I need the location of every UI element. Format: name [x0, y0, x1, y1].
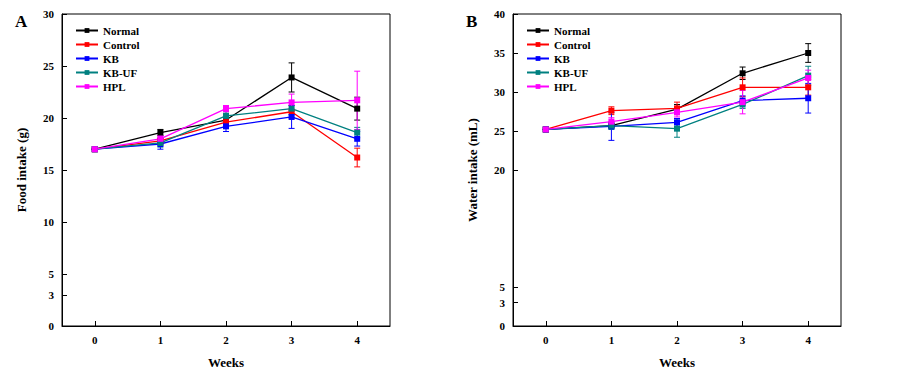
- svg-text:1: 1: [609, 334, 615, 346]
- svg-text:25: 25: [43, 60, 55, 72]
- svg-text:0: 0: [49, 320, 55, 332]
- svg-text:4: 4: [805, 334, 811, 346]
- svg-text:2: 2: [223, 334, 229, 346]
- svg-text:30: 30: [494, 86, 506, 98]
- svg-text:Weeks: Weeks: [208, 355, 244, 370]
- svg-text:Water intake (mL): Water intake (mL): [465, 118, 480, 222]
- svg-text:3: 3: [289, 334, 295, 346]
- svg-text:4: 4: [354, 334, 360, 346]
- svg-text:KB-UF: KB-UF: [554, 67, 589, 79]
- svg-text:Food intake (g): Food intake (g): [14, 128, 29, 213]
- svg-text:KB-UF: KB-UF: [103, 67, 138, 79]
- svg-text:0: 0: [543, 334, 549, 346]
- svg-text:2: 2: [674, 334, 680, 346]
- svg-text:A: A: [15, 12, 28, 31]
- svg-text:Control: Control: [554, 39, 590, 51]
- svg-text:20: 20: [494, 164, 506, 176]
- svg-text:Control: Control: [103, 39, 139, 51]
- svg-text:KB: KB: [103, 53, 120, 65]
- svg-text:0: 0: [500, 320, 506, 332]
- svg-text:1: 1: [158, 334, 164, 346]
- svg-text:30: 30: [43, 8, 55, 20]
- svg-text:HPL: HPL: [554, 81, 577, 93]
- svg-text:5: 5: [49, 268, 55, 280]
- svg-text:B: B: [466, 12, 477, 31]
- svg-text:Normal: Normal: [554, 25, 590, 37]
- svg-text:40: 40: [494, 8, 506, 20]
- svg-text:0: 0: [92, 334, 98, 346]
- svg-text:Normal: Normal: [103, 25, 139, 37]
- svg-text:Weeks: Weeks: [659, 355, 695, 370]
- svg-text:20: 20: [43, 112, 55, 124]
- svg-text:15: 15: [43, 164, 55, 176]
- svg-text:3: 3: [740, 334, 746, 346]
- svg-text:KB: KB: [554, 53, 571, 65]
- svg-text:3: 3: [500, 297, 506, 309]
- svg-text:35: 35: [494, 47, 506, 59]
- svg-text:HPL: HPL: [103, 81, 126, 93]
- svg-text:3: 3: [49, 289, 55, 301]
- svg-text:5: 5: [500, 281, 506, 293]
- svg-text:25: 25: [494, 125, 506, 137]
- svg-text:10: 10: [43, 216, 55, 228]
